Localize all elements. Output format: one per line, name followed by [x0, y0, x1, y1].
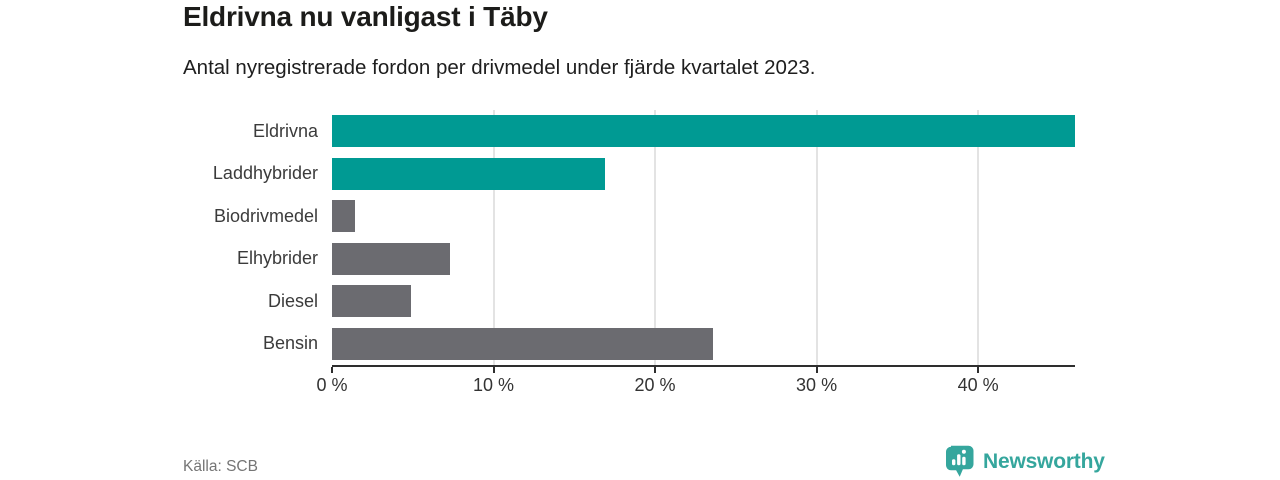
category-label: Eldrivna	[252, 120, 318, 141]
chart-title: Eldrivna nu vanligast i Täby	[183, 1, 548, 32]
x-axis-line	[332, 365, 1075, 367]
category-label: Elhybrider	[236, 248, 318, 269]
newsworthy-logo-icon	[945, 445, 975, 478]
bar	[332, 157, 605, 190]
bar-row: Laddhybrider	[213, 153, 1075, 196]
tick-label: 30 %	[796, 375, 838, 395]
chart-subtitle: Antal nyregistrerade fordon per drivmede…	[183, 56, 816, 79]
bar-row: Elhybrider	[237, 238, 1075, 281]
category-label: Bensin	[262, 333, 318, 354]
bar	[332, 200, 355, 232]
category-label: Laddhybrider	[212, 163, 318, 184]
newsworthy-brand: Newsworthy	[945, 445, 1105, 478]
tick-mark	[977, 367, 980, 373]
bar-rows: Eldrivna Laddhybrider Biodrivmedel Elhybrid…	[213, 110, 1075, 366]
newsworthy-brand-text: Newsworthy	[983, 449, 1105, 473]
category-label: Biodrivmedel	[213, 205, 318, 226]
bar	[332, 327, 714, 360]
tick-mark	[492, 367, 495, 373]
tick-label: 10 %	[473, 375, 515, 395]
tick-mark	[331, 367, 333, 373]
category-label: Diesel	[267, 290, 318, 311]
tick-mark	[815, 367, 818, 373]
tick-label: 20 %	[634, 375, 676, 395]
tick-label: 40 %	[957, 375, 999, 395]
source-label: Källa: SCB	[183, 458, 258, 475]
plot-area: Eldrivna Laddhybrider Biodrivmedel Elhybrid…	[213, 110, 1075, 366]
bar-row: Biodrivmedel	[214, 195, 1075, 238]
gridline-30	[815, 110, 818, 365]
tick-mark	[654, 367, 657, 373]
tick-label: 0 %	[316, 375, 348, 395]
gridline-40	[977, 110, 980, 365]
bar-row: Bensin	[263, 323, 1075, 366]
gridlines	[332, 110, 1075, 365]
bar	[332, 242, 450, 275]
bar	[332, 285, 412, 317]
bar-row: Eldrivna	[253, 110, 1075, 153]
gridline-10	[492, 110, 495, 365]
bar-row: Diesel	[268, 280, 1075, 323]
bar	[332, 115, 1075, 147]
gridline-20	[654, 110, 657, 365]
